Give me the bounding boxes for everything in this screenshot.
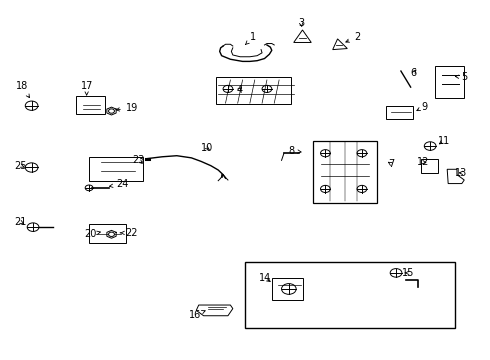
Text: 23: 23 (133, 156, 145, 165)
Text: 2: 2 (346, 32, 360, 42)
Polygon shape (107, 107, 116, 115)
Text: 3: 3 (298, 18, 304, 28)
Circle shape (390, 269, 402, 277)
Circle shape (109, 232, 115, 237)
Text: 18: 18 (16, 81, 29, 98)
Text: 21: 21 (15, 217, 27, 227)
Bar (245, 262, 455, 328)
Circle shape (25, 101, 38, 111)
Text: 17: 17 (80, 81, 93, 95)
Text: 9: 9 (417, 102, 427, 112)
Circle shape (223, 85, 233, 93)
Polygon shape (107, 230, 116, 238)
Text: 5: 5 (455, 72, 467, 82)
Circle shape (357, 185, 367, 193)
Text: 19: 19 (116, 103, 138, 113)
Circle shape (27, 223, 39, 231)
Text: 16: 16 (189, 310, 205, 320)
Circle shape (85, 185, 93, 191)
Text: 4: 4 (236, 85, 242, 95)
Text: 14: 14 (259, 273, 271, 283)
Circle shape (357, 150, 367, 157)
Circle shape (320, 150, 330, 157)
Circle shape (424, 142, 436, 150)
Text: 1: 1 (245, 32, 256, 45)
Text: 22: 22 (120, 228, 138, 238)
Circle shape (282, 284, 296, 294)
Text: 7: 7 (388, 159, 394, 169)
Text: 10: 10 (201, 143, 213, 153)
Text: 15: 15 (402, 268, 415, 278)
Circle shape (25, 163, 38, 172)
Text: 11: 11 (438, 136, 450, 146)
Text: 6: 6 (411, 68, 416, 78)
Text: 25: 25 (15, 161, 27, 171)
Text: 20: 20 (84, 229, 100, 239)
Text: 12: 12 (416, 157, 429, 167)
Circle shape (320, 185, 330, 193)
Text: 13: 13 (455, 168, 467, 178)
Circle shape (262, 85, 272, 93)
Circle shape (109, 109, 115, 113)
Text: 8: 8 (289, 146, 301, 156)
Text: 24: 24 (109, 179, 128, 189)
